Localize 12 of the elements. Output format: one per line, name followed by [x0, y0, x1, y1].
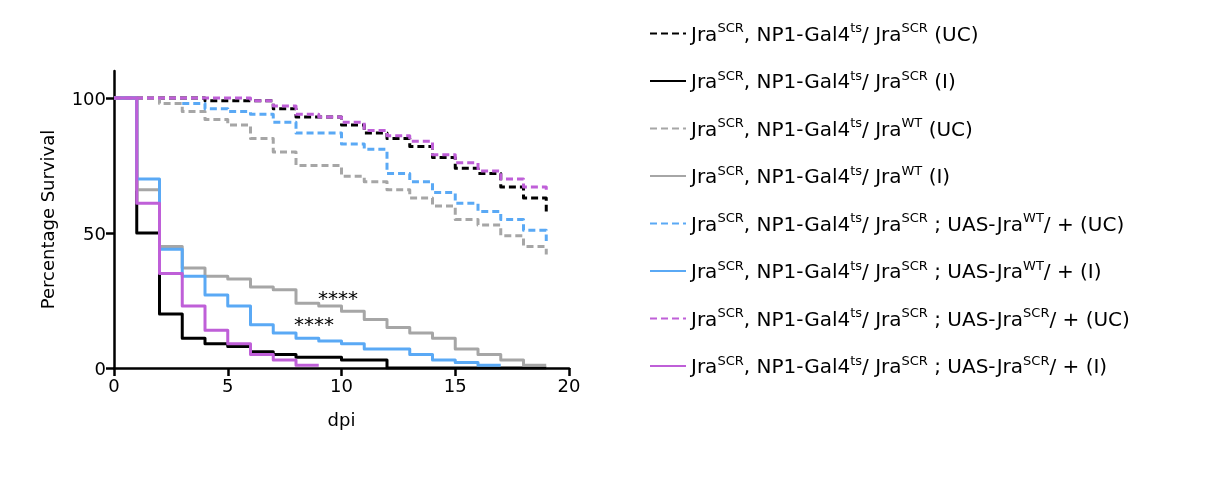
y-tick-label: 50	[83, 222, 106, 244]
y-axis-title: Percentage Survival	[36, 129, 58, 310]
x-tick-label: 5	[222, 374, 234, 396]
x-axis-title: dpi	[327, 408, 356, 430]
x-tick-label: 0	[108, 374, 120, 396]
annotation: ****	[318, 286, 358, 310]
y-tick-label: 0	[94, 357, 106, 379]
x-tick-label: 20	[557, 374, 581, 396]
x-tick-label: 15	[443, 374, 467, 396]
x-tick-label: 10	[330, 374, 353, 396]
annotation: ****	[294, 312, 334, 336]
y-tick-label: 100	[71, 87, 106, 109]
